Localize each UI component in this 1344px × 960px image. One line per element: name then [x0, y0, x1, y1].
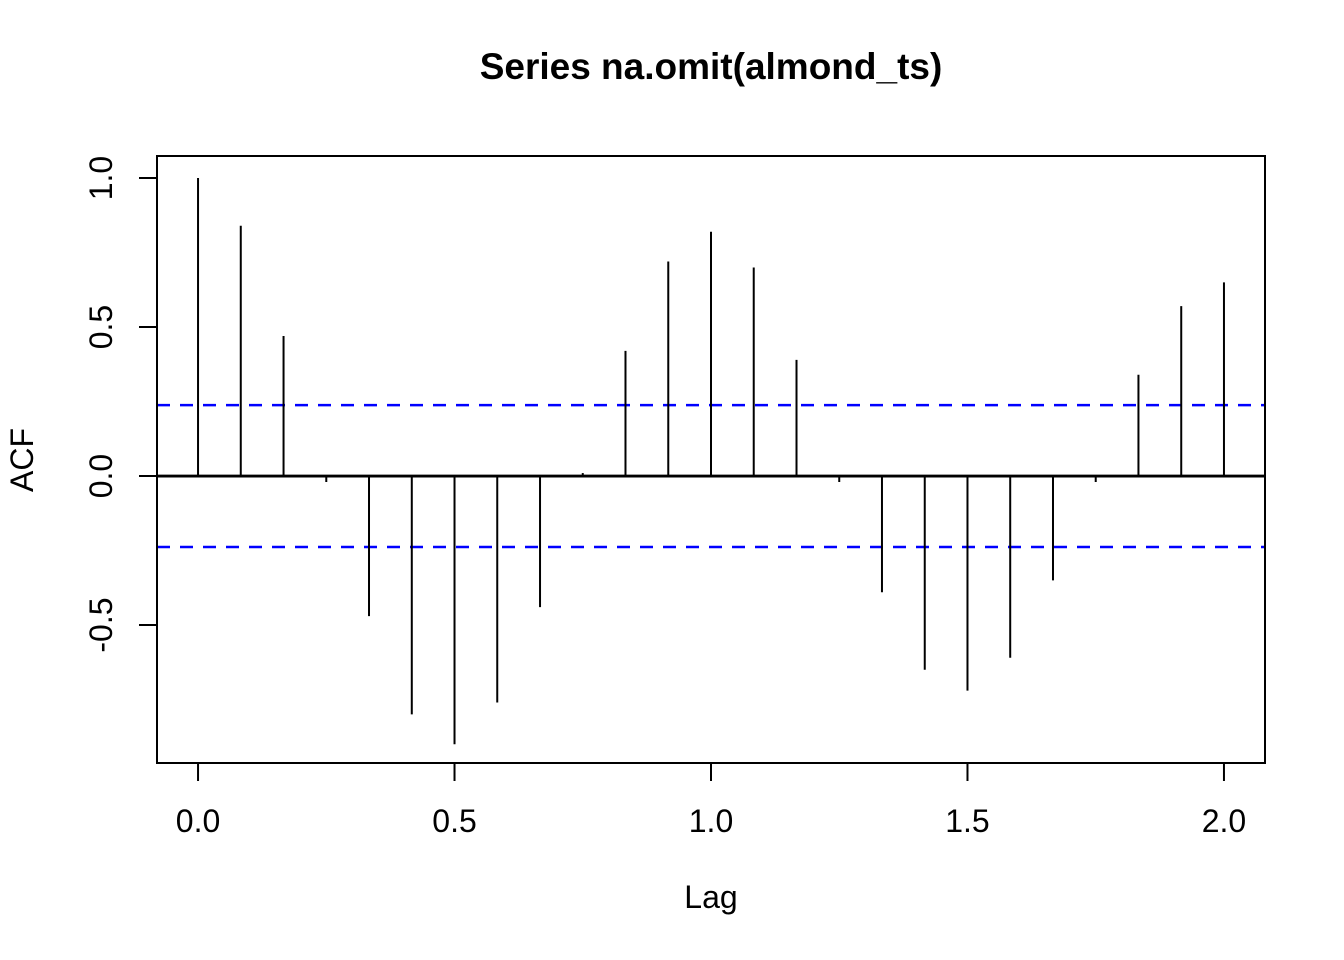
- x-tick-label: 1.5: [945, 803, 989, 839]
- acf-spikes: [197, 178, 1225, 745]
- x-axis: 0.0 0.5 1.0 1.5 2.0: [176, 763, 1246, 839]
- x-tick-label: 2.0: [1202, 803, 1246, 839]
- x-tick-label: 0.5: [432, 803, 476, 839]
- x-axis-title: Lag: [684, 879, 737, 915]
- y-tick-label: 0.5: [83, 305, 119, 349]
- chart-title: Series na.omit(almond_ts): [480, 46, 943, 87]
- y-axis: -0.5 0.0 0.5 1.0: [83, 156, 157, 653]
- y-tick-label: 1.0: [83, 156, 119, 200]
- y-tick-label: -0.5: [83, 597, 119, 652]
- x-tick-label: 0.0: [176, 803, 220, 839]
- y-tick-label: 0.0: [83, 454, 119, 498]
- y-axis-title: ACF: [4, 428, 40, 492]
- x-tick-label: 1.0: [689, 803, 733, 839]
